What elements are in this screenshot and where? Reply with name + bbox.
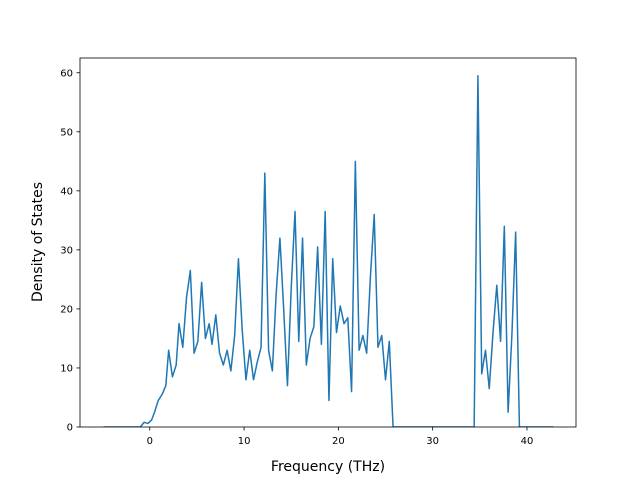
x-axis-ticks: 0 10 20 30 40 <box>147 427 534 447</box>
y-tick-label: 10 <box>60 363 73 374</box>
x-tick-label: 40 <box>521 436 534 447</box>
x-tick-label: 30 <box>426 436 439 447</box>
y-tick-label: 60 <box>60 68 73 79</box>
dos-series-line <box>103 74 554 427</box>
y-tick-label: 0 <box>67 423 73 434</box>
x-tick-label: 10 <box>238 436 251 447</box>
y-axis-label: Density of States <box>30 182 46 302</box>
plot-area <box>79 57 577 428</box>
plot-frame <box>79 57 577 428</box>
y-tick-label: 50 <box>60 127 73 138</box>
y-tick-label: 30 <box>60 245 73 256</box>
x-tick-label: 20 <box>332 436 345 447</box>
y-tick-label: 40 <box>60 186 73 197</box>
y-axis-ticks: 0 10 20 30 40 50 60 <box>60 68 80 434</box>
x-axis-label: Frequency (THz) <box>271 459 385 475</box>
x-tick-label: 0 <box>147 436 153 447</box>
y-tick-label: 20 <box>60 304 73 315</box>
